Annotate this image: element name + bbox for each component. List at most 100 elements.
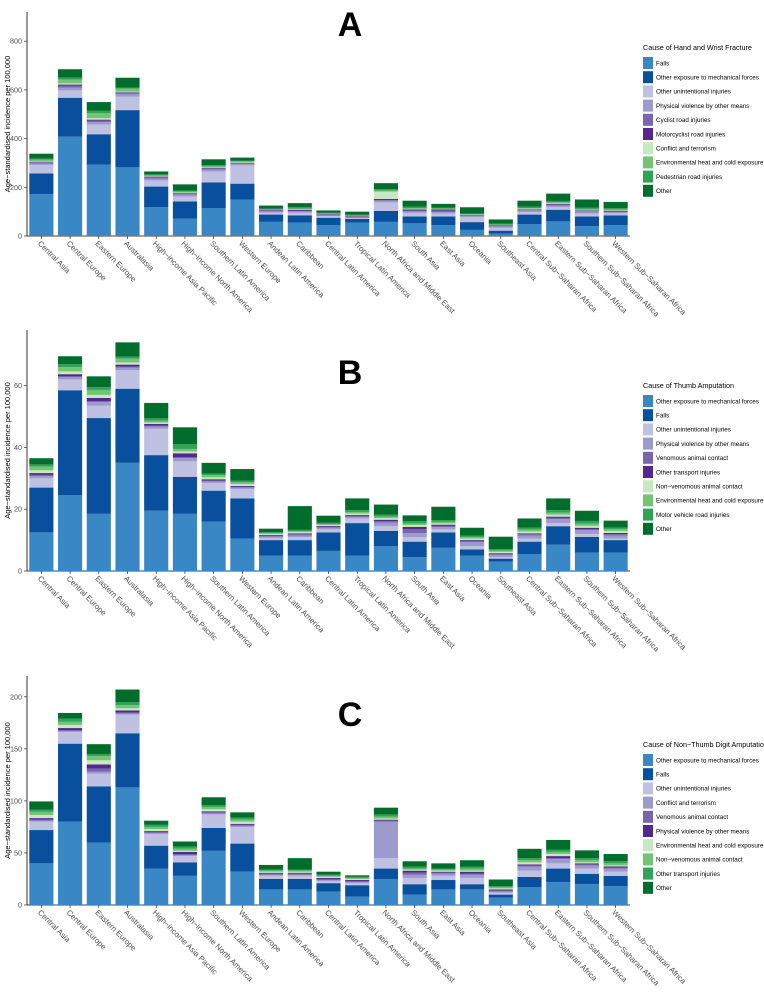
bar-segment (173, 876, 197, 905)
bar-segment (115, 92, 139, 93)
y-tick-label: 60 (14, 381, 22, 390)
bar-segment (546, 221, 570, 236)
bar-segment (144, 427, 168, 429)
bar-segment (115, 702, 139, 705)
bar-segment (517, 215, 541, 225)
bar-segment (575, 209, 599, 210)
bar-segment (259, 872, 283, 873)
bar-segment (604, 540, 628, 552)
bar-segment (58, 356, 82, 364)
y-axis-label: Age−standardised incidence per 100,000 (3, 56, 12, 193)
bar-segment (87, 118, 111, 119)
x-tick-label: Oceania (467, 574, 494, 601)
bar-segment (202, 805, 226, 807)
bar-segment (431, 204, 455, 208)
legend-swatch (643, 523, 653, 535)
bar-segment (58, 377, 82, 379)
legend-swatch (643, 797, 653, 809)
bar-segment (144, 423, 168, 424)
bar-segment (575, 530, 599, 534)
bar-segment (87, 165, 111, 236)
bar-segment (489, 554, 513, 555)
bar-segment (115, 463, 139, 571)
legend-item-label: Venomous animal contact (656, 814, 728, 821)
bar-segment (29, 863, 53, 905)
bar-segment (58, 725, 82, 728)
y-tick-label: 200 (10, 692, 22, 701)
bar-segment (345, 883, 369, 885)
bar-segment (517, 877, 541, 887)
bar-segment (173, 514, 197, 571)
bar-segment (575, 534, 599, 537)
bar-segment (288, 530, 312, 531)
bar-segment (230, 827, 254, 844)
bar-segment (517, 209, 541, 210)
bar-segment (431, 522, 455, 524)
bar-segment (316, 551, 340, 571)
bar-segment (403, 873, 427, 875)
bar-segment (460, 556, 484, 571)
bar-segment (316, 872, 340, 875)
bar-segment (316, 880, 340, 881)
bar-segment (316, 214, 340, 215)
bar-segment (115, 94, 139, 96)
bar-segment (230, 486, 254, 487)
bar-segment (115, 713, 139, 714)
bar-segment (173, 190, 197, 191)
bar-segment (288, 215, 312, 222)
bar-segment (259, 889, 283, 905)
bar-segment (288, 533, 312, 534)
legend-item-label: Other unintentional injuries (656, 89, 731, 96)
bar-segment (230, 820, 254, 822)
bar-segment (546, 207, 570, 209)
bar-segment (575, 858, 599, 860)
bar-segment (115, 167, 139, 236)
bar-segment (374, 201, 398, 203)
panel-letter: A (338, 6, 363, 44)
bar-segment (144, 174, 168, 175)
bar-segment (87, 769, 111, 772)
legend-item-label: Conflict and terrorism (656, 800, 716, 807)
bar-segment (115, 370, 139, 389)
bar-segment (144, 511, 168, 571)
bar-segment (431, 876, 455, 880)
bar-segment (173, 842, 197, 847)
x-tick-label: Central Latin America (323, 239, 383, 299)
bar-segment (604, 868, 628, 869)
bar-segment (259, 529, 283, 532)
bar-segment (87, 764, 111, 768)
bar-segment (259, 876, 283, 879)
bar-segment (115, 362, 139, 364)
bar-segment (29, 821, 53, 822)
bar-segment (345, 218, 369, 219)
bar-segment (431, 208, 455, 209)
bar-segment (115, 368, 139, 370)
bar-segment (202, 474, 226, 476)
bar-segment (87, 744, 111, 754)
bar-segment (29, 162, 53, 163)
bar-segment (546, 859, 570, 863)
bar-segment (374, 814, 398, 816)
legend-swatch (643, 85, 653, 97)
bar-segment (575, 863, 599, 864)
bar-segment (604, 531, 628, 533)
bar-segment (115, 78, 139, 88)
bar-segment (604, 533, 628, 534)
bar-segment (316, 216, 340, 217)
bar-segment (144, 418, 168, 420)
legend-item-label: Environmental heat and cold exposure (656, 498, 764, 505)
bar-segment (288, 540, 312, 555)
bar-segment (431, 874, 455, 876)
bar-segment (489, 227, 513, 228)
bar-segment (431, 871, 455, 872)
legend-item-label: Non−venomous animal contact (656, 857, 743, 864)
bar-segment (374, 199, 398, 200)
bar-segment (489, 551, 513, 552)
bar-segment (144, 429, 168, 455)
bar-segment (517, 865, 541, 866)
bar-segment (202, 480, 226, 481)
bar-segment (431, 209, 455, 210)
bar-segment (58, 87, 82, 90)
bar-segment (604, 866, 628, 867)
bar-segment (546, 852, 570, 854)
